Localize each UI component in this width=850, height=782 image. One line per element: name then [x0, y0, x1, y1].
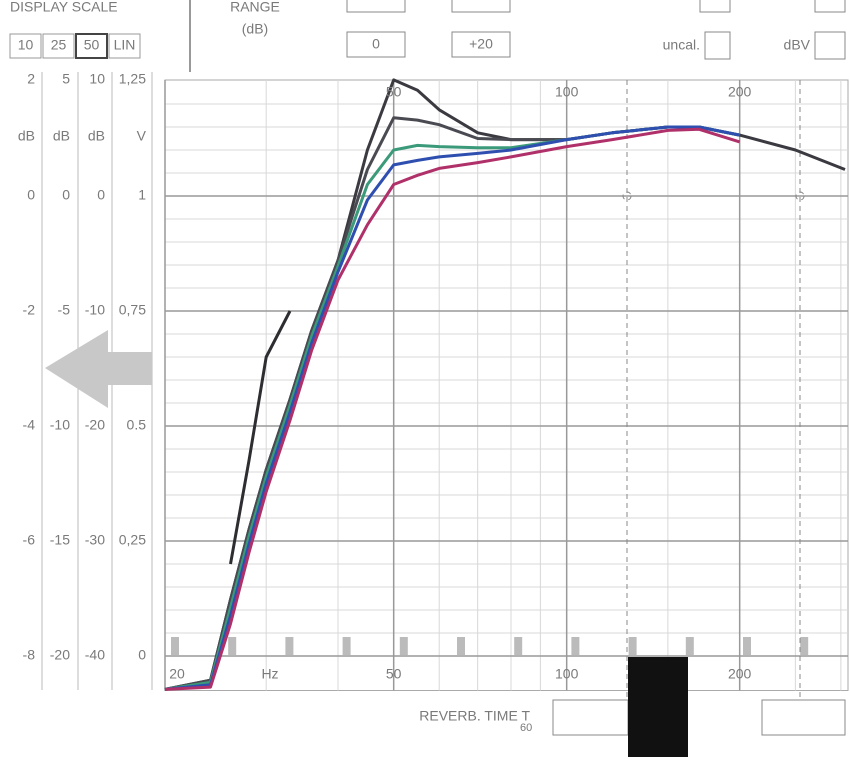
y-tick-label: 0 — [138, 647, 146, 663]
reverb-box — [761, 699, 846, 736]
reverb-tick — [514, 637, 523, 655]
y-tick-label: -15 — [50, 532, 70, 548]
checkbox — [814, 0, 846, 13]
y-unit: dB — [88, 128, 105, 144]
range-box — [346, 31, 406, 58]
range-box — [451, 31, 511, 58]
reverb-tick — [457, 637, 465, 655]
scale-option-box — [75, 33, 108, 59]
y-tick-label: 10 — [89, 71, 105, 87]
reverb-tick — [571, 637, 580, 655]
y-tick-label: 0 — [97, 187, 105, 203]
x-tick-label: 50 — [386, 666, 402, 682]
dbv-label: dBV — [784, 37, 811, 53]
scale-option: 50 — [84, 37, 100, 53]
reverb-tick — [743, 637, 751, 655]
checkbox — [699, 0, 731, 13]
y-tick-label: 0 — [27, 187, 35, 203]
y-tick-label: -20 — [50, 647, 70, 663]
y-tick-label: -6 — [23, 532, 36, 548]
reverb-tick — [685, 637, 694, 655]
response-curve — [164, 125, 740, 691]
arrow — [45, 330, 152, 408]
scale-option-box — [42, 33, 75, 59]
y-tick-label: -8 — [23, 647, 36, 663]
y-tick-label: 0,75 — [119, 302, 146, 318]
x-tick-label: 20 — [169, 666, 185, 682]
y-tick-label: -20 — [85, 417, 105, 433]
y-tick-label: 2 — [27, 71, 35, 87]
markers — [622, 80, 805, 700]
y-tick-label: 0 — [62, 187, 70, 203]
y-tick-label: -10 — [50, 417, 70, 433]
checkbox — [814, 31, 846, 60]
curves — [164, 78, 846, 691]
y-tick-label: -2 — [23, 302, 36, 318]
y-tick-label: 5 — [62, 71, 70, 87]
scale-option: LIN — [114, 37, 136, 53]
reverb-tick — [228, 637, 237, 655]
checkbox — [704, 31, 731, 60]
range-value: 0 — [372, 36, 380, 52]
reverb-subscript: 60 — [520, 722, 532, 734]
range-box — [451, 0, 511, 13]
x-tick-label-top: 200 — [728, 84, 752, 100]
x-unit: Hz — [261, 666, 278, 682]
reverb-tick — [800, 637, 809, 655]
reverb-label: REVERB. TIME T — [419, 708, 530, 724]
display-scale-label: DISPLAY SCALE — [10, 0, 118, 15]
y-tick-label: 0.5 — [127, 417, 147, 433]
scale-unit: dB — [18, 128, 35, 144]
y-tick-label: 1,25 — [119, 71, 146, 87]
x-tick-label: 200 — [728, 666, 752, 682]
reverb-tick — [171, 637, 179, 655]
y-tick-label: 0,25 — [119, 532, 146, 548]
x-tick-label-top: 50 — [386, 84, 402, 100]
range-value: +20 — [469, 36, 493, 52]
y-tick-label: -40 — [85, 647, 105, 663]
scale-unit: V — [137, 128, 147, 144]
range-unit: (dB) — [242, 21, 268, 37]
range-label: RANGE — [230, 0, 280, 15]
scale-option-box — [9, 33, 42, 59]
response-curve — [164, 127, 741, 691]
uncal-label: uncal. — [663, 37, 700, 53]
scale-option-box — [108, 33, 141, 59]
scale-option: 10 — [18, 37, 34, 53]
y-tick-label: 1 — [138, 187, 146, 203]
reverb-tick — [399, 637, 408, 655]
reverb-tick — [285, 637, 294, 655]
reverb-indicator — [628, 657, 688, 757]
reverb-tick — [342, 637, 351, 655]
scale-unit: dB — [53, 128, 70, 144]
scale-option: 25 — [51, 37, 67, 53]
y-tick-label: -5 — [58, 302, 71, 318]
response-curve — [229, 310, 292, 565]
y-tick-label: -10 — [85, 302, 105, 318]
y-tick-label: -30 — [85, 532, 105, 548]
x-tick-label-top: 100 — [555, 84, 579, 100]
range-box — [346, 0, 406, 13]
grid — [164, 79, 849, 691]
y-tick-label: -4 — [23, 417, 36, 433]
x-tick-label: 100 — [555, 666, 579, 682]
reverb-tick — [628, 637, 637, 655]
